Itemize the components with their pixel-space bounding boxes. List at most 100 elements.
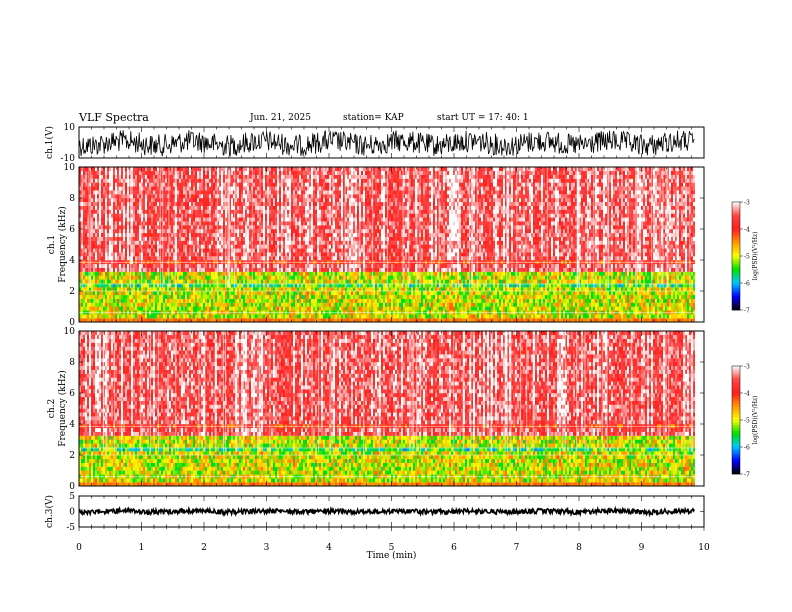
spectrogram-cell	[135, 182, 137, 187]
spectrogram-cell	[243, 248, 245, 253]
spectrogram-cell	[97, 314, 99, 319]
spectrogram-cell	[235, 236, 237, 241]
spectrogram-cell	[179, 217, 181, 222]
spectrogram-cell	[203, 252, 205, 257]
spectrogram-cell	[121, 174, 123, 179]
spectrogram-cell	[157, 209, 159, 214]
spectrogram-cell	[319, 252, 321, 257]
spectrogram-cell	[157, 263, 159, 268]
spectrogram-cell	[83, 190, 85, 195]
spectrogram-cell	[249, 174, 251, 179]
spectrogram-cell	[161, 225, 163, 230]
spectrogram-cell	[283, 205, 285, 210]
spectrogram-cell	[117, 287, 119, 292]
spectrogram-cell	[145, 225, 147, 230]
spectrogram-cell	[179, 178, 181, 183]
spectrogram-cell	[83, 236, 85, 241]
spectrogram-cell	[307, 170, 309, 175]
spectrogram-cell	[305, 178, 307, 183]
spectrogram-cell	[135, 236, 137, 241]
spectrogram-cell	[121, 170, 123, 175]
spectrogram-cell	[123, 283, 125, 288]
spectrogram-cell	[271, 174, 273, 179]
spectrogram-cell	[97, 298, 99, 303]
spectrogram-cell	[175, 232, 177, 237]
spectrogram-cell	[297, 201, 299, 206]
spectrogram-cell	[303, 283, 305, 288]
spectrogram-cell	[137, 287, 139, 292]
spectrogram-cell	[291, 314, 293, 319]
spectrogram-cell	[117, 232, 119, 237]
spectrogram-cell	[179, 213, 181, 218]
spectrogram-cell	[179, 283, 181, 288]
spectrogram-cell	[193, 298, 195, 303]
spectrogram-cell	[153, 198, 155, 203]
spectrogram-cell	[315, 225, 317, 230]
spectrogram-cell	[249, 306, 251, 311]
spectrogram-cell	[237, 306, 239, 311]
spectrogram-cell	[149, 298, 151, 303]
spectrogram-cell	[149, 205, 151, 210]
spectrogram-cell	[261, 275, 263, 280]
spectrogram-cell	[115, 198, 117, 203]
spectrogram-cell	[207, 302, 209, 307]
spectrogram-cell	[171, 167, 173, 172]
spectrogram-cell	[221, 256, 223, 261]
spectrogram-cell	[265, 236, 267, 241]
spectrogram-cell	[151, 240, 153, 245]
spectrogram-cell	[239, 298, 241, 303]
spectrogram-cell	[89, 283, 91, 288]
spectrogram-cell	[181, 298, 183, 303]
spectrogram-cell	[183, 186, 185, 191]
spectrogram-cell	[235, 170, 237, 175]
spectrogram-cell	[169, 225, 171, 230]
spectrogram-cell	[215, 232, 217, 237]
spectrogram-cell	[243, 263, 245, 268]
spectrogram-cell	[301, 248, 303, 253]
spectrogram-cell	[217, 236, 219, 241]
spectrogram-cell	[171, 298, 173, 303]
spectrogram-cell	[107, 318, 109, 323]
spectrogram-cell	[79, 198, 81, 203]
spectrogram-cell	[231, 194, 233, 199]
spectrogram-cell	[93, 198, 95, 203]
spectrogram-cell	[283, 314, 285, 319]
spectrogram-cell	[291, 252, 293, 257]
spectrogram-cell	[195, 190, 197, 195]
spectrogram-cell	[93, 263, 95, 268]
spectrogram-cell	[293, 190, 295, 195]
spectrogram-cell	[269, 294, 271, 299]
spectrogram-cell	[317, 229, 319, 234]
spectrogram-cell	[173, 232, 175, 237]
spectrogram-cell	[181, 279, 183, 284]
spectrogram-cell	[137, 306, 139, 311]
spectrogram-cell	[85, 306, 87, 311]
spectrogram-cell	[213, 205, 215, 210]
spectrogram-cell	[295, 232, 297, 237]
spectrogram-cell	[195, 236, 197, 241]
spectrogram-cell	[311, 318, 313, 323]
spectrogram-cell	[213, 229, 215, 234]
spectrogram-cell	[195, 271, 197, 276]
spectrogram-cell	[217, 248, 219, 253]
spectrogram-cell	[301, 279, 303, 284]
spectrogram-cell	[221, 302, 223, 307]
spectrogram-cell	[287, 306, 289, 311]
spectrogram-cell	[325, 221, 327, 226]
spectrogram-cell	[175, 229, 177, 234]
spectrogram-cell	[209, 267, 211, 272]
spectrogram-cell	[293, 205, 295, 210]
spectrogram-cell	[103, 221, 105, 226]
spectrogram-cell	[149, 267, 151, 272]
spectrogram-cell	[95, 256, 97, 261]
spectrogram-cell	[221, 271, 223, 276]
spectrogram-cell	[209, 198, 211, 203]
spectrogram-cell	[219, 170, 221, 175]
spectrogram-cell	[79, 232, 81, 237]
spectrogram-cell	[97, 252, 99, 257]
spectrogram-cell	[271, 306, 273, 311]
spectrogram-cell	[85, 302, 87, 307]
spectrogram-cell	[225, 314, 227, 319]
spectrogram-cell	[249, 291, 251, 296]
spectrogram-cell	[135, 225, 137, 230]
